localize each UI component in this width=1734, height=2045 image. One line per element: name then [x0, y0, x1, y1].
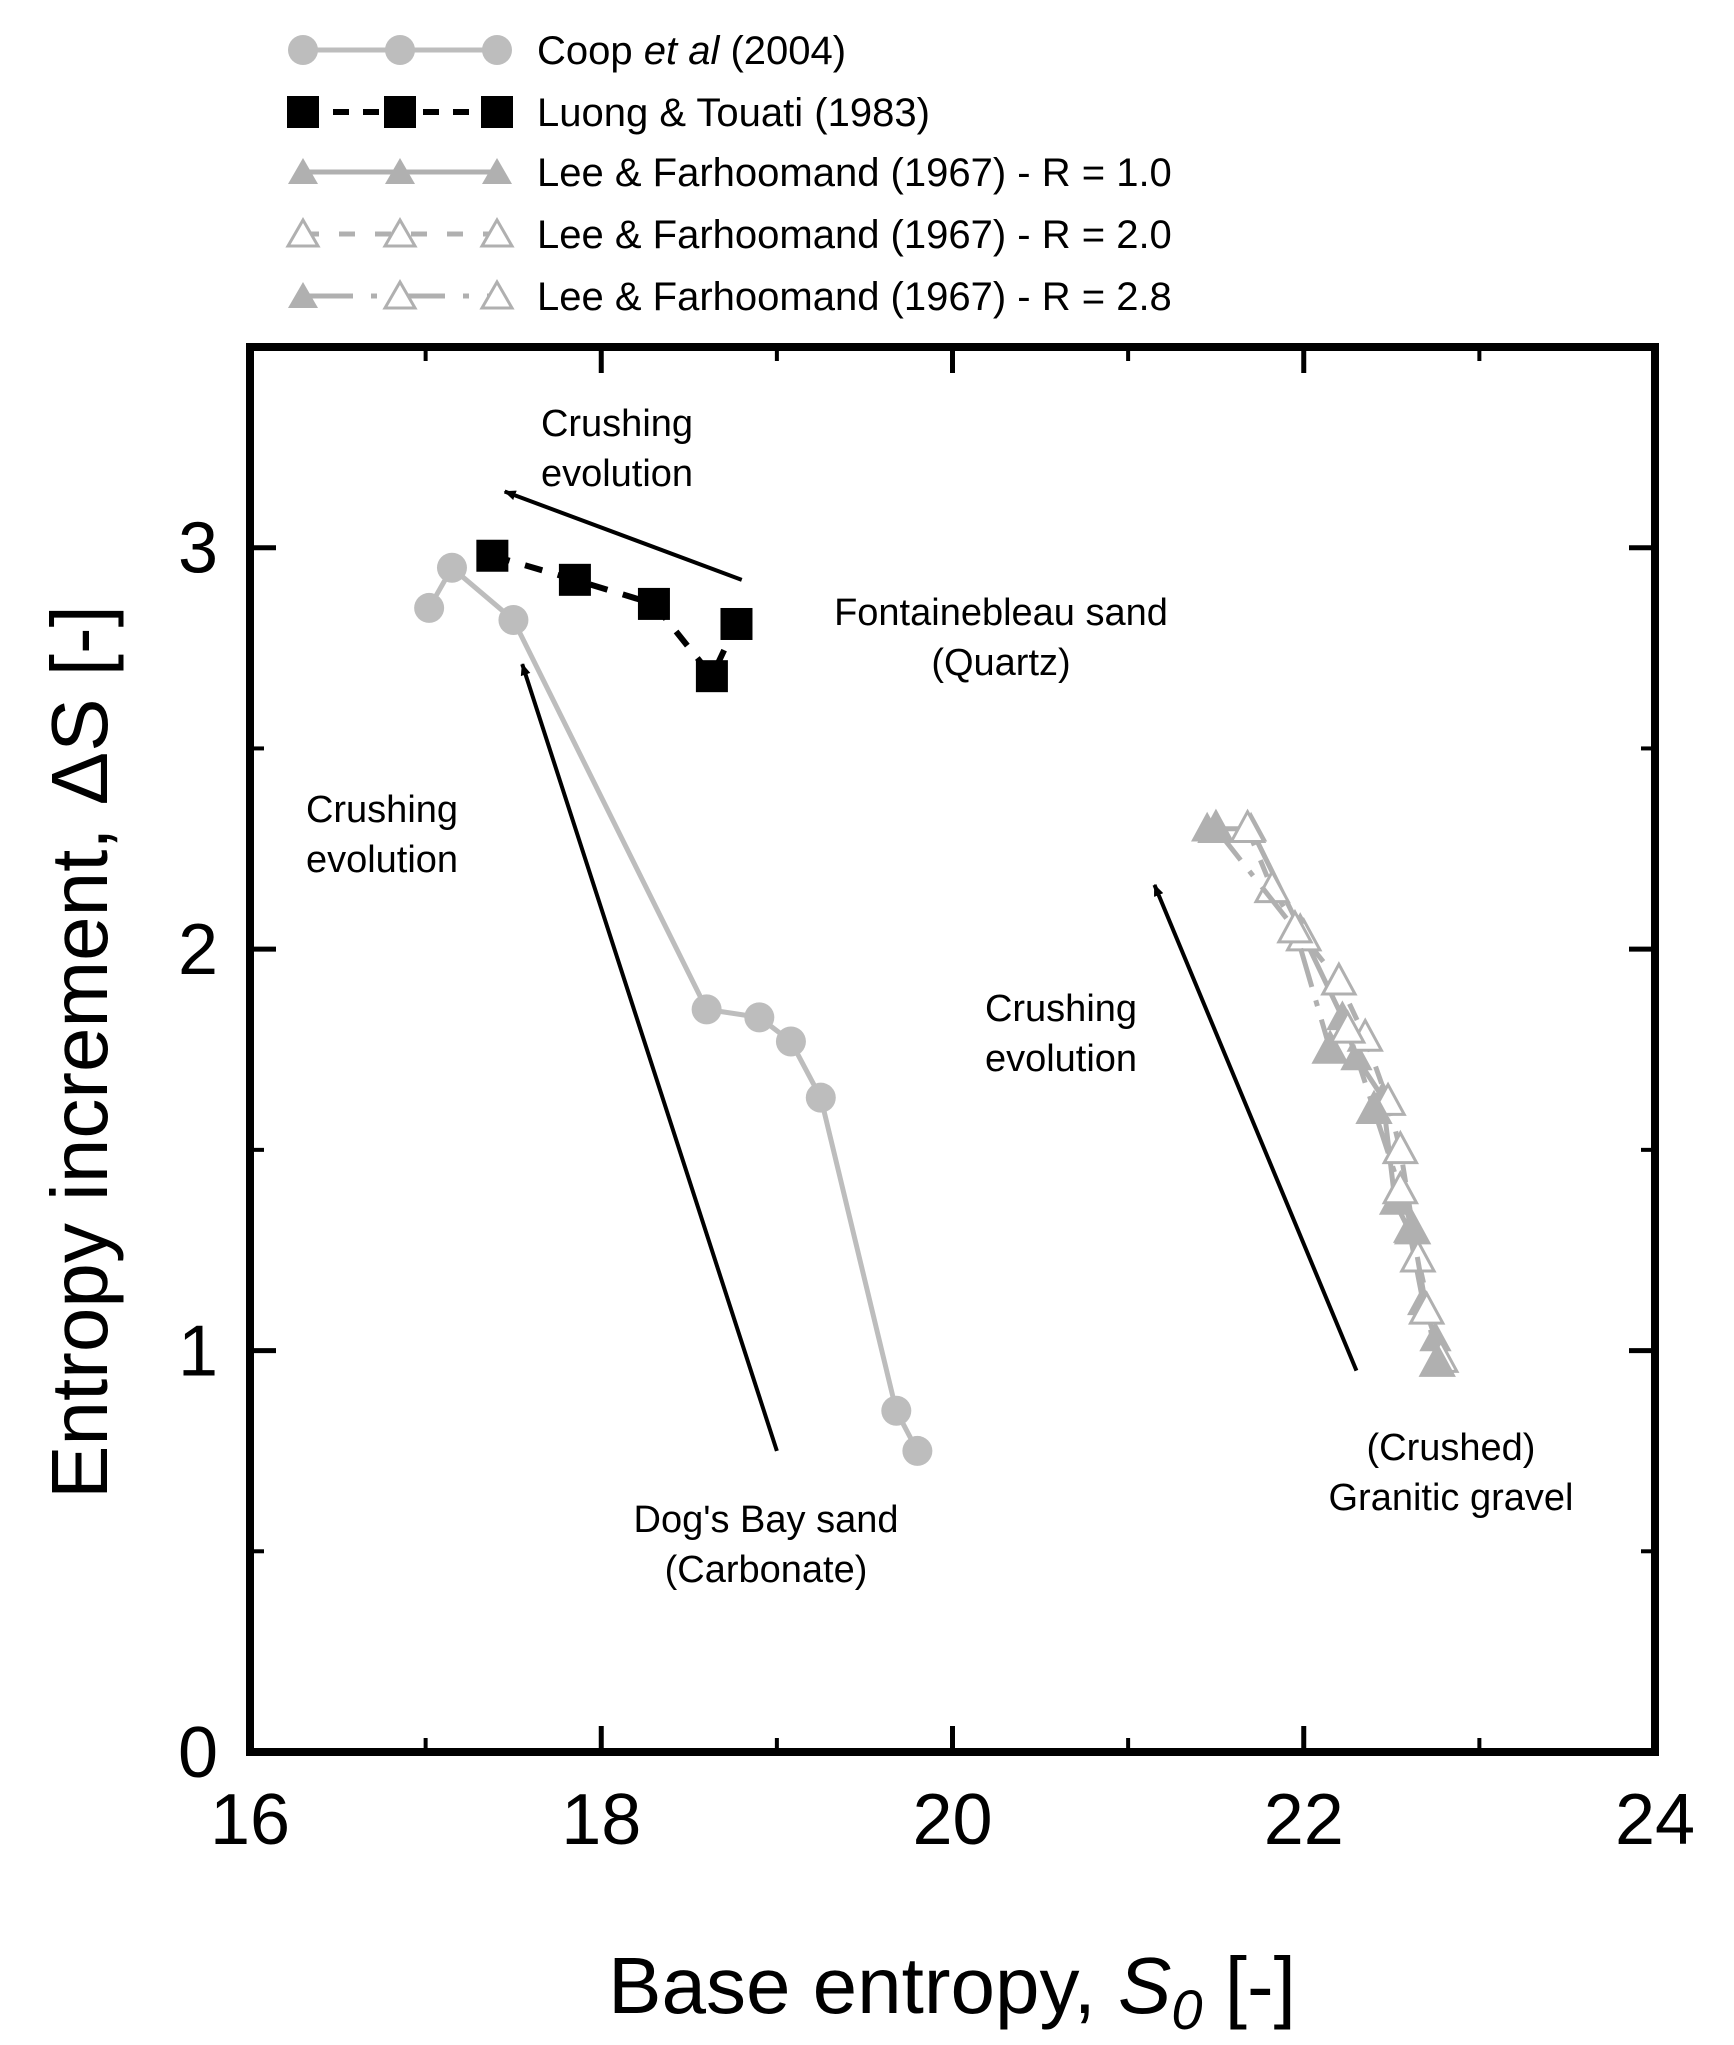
- annotation-carb-crush: Crushing evolution: [306, 789, 458, 881]
- legend-swatch-lee-r28: [288, 278, 515, 310]
- data-point: [1311, 1029, 1349, 1064]
- legend-item-lee-r2: Lee & Farhoomand (1967) - R = 2.0: [285, 213, 1172, 257]
- x-tick-label: 24: [1615, 1780, 1695, 1860]
- y-tick-label: 2: [178, 910, 218, 990]
- x-tick-label: 20: [912, 1780, 992, 1860]
- legend-label-luong: Luong & Touati (1983): [537, 91, 930, 135]
- legend-item-luong: Luong & Touati (1983): [287, 91, 930, 135]
- data-point: [805, 1082, 836, 1113]
- data-point: [775, 1026, 806, 1057]
- legend-label-lee-r2: Lee & Farhoomand (1967) - R = 2.0: [537, 213, 1172, 257]
- data-point: [1228, 808, 1267, 843]
- annotation-quartz-crush: Crushing evolution: [541, 403, 693, 495]
- x-tick-label: 22: [1264, 1780, 1344, 1860]
- series-layer: [414, 539, 1460, 1466]
- arrow-gran-crush: [1152, 883, 1359, 1372]
- legend-item-lee-r1: Lee & Farhoomand (1967) - R = 1.0: [288, 151, 1172, 195]
- tick-labels: 16 18 20 22 24 0 1 2 3: [178, 509, 1695, 1860]
- legend-label-coop: Coop et al (2004): [537, 29, 846, 73]
- data-point: [1328, 1009, 1367, 1044]
- data-point: [691, 994, 722, 1025]
- series-line: [1207, 826, 1438, 1340]
- annotation-gran-crush: Crushing evolution: [985, 988, 1137, 1080]
- arrow-carb-crush: [520, 663, 779, 1452]
- arrow-quartz-crush: [503, 489, 743, 582]
- annotation-dogs-bay: Dog's Bay sand (Carbonate): [634, 1499, 899, 1591]
- x-axis-title: Base entropy, S0 [-]: [608, 1941, 1296, 2041]
- data-point: [881, 1395, 912, 1426]
- data-point: [1381, 1169, 1420, 1205]
- annotation-granitic: (Crushed) Granitic gravel: [1329, 1427, 1574, 1519]
- legend-label-lee-r28: Lee & Farhoomand (1967) - R = 2.8: [537, 275, 1172, 319]
- legend: Coop et al (2004) Luong & Touati (1983) …: [285, 29, 1172, 319]
- x-tick-label: 18: [561, 1780, 641, 1860]
- legend-item-coop: Coop et al (2004): [288, 29, 846, 73]
- annotation-layer: Crushing evolution Crushing evolution Crushi…: [306, 403, 1574, 1591]
- data-point: [902, 1435, 933, 1466]
- data-point: [498, 604, 529, 635]
- series-line: [491, 552, 740, 680]
- axis-ticks: [247, 347, 1658, 1755]
- data-point: [744, 1002, 775, 1033]
- data-point: [637, 587, 670, 620]
- data-point: [695, 660, 728, 693]
- y-tick-label: 1: [178, 1312, 218, 1392]
- data-point: [1197, 808, 1235, 843]
- legend-swatch-lee-r1: [288, 158, 512, 184]
- series-1: [476, 539, 753, 693]
- legend-swatch-luong: [287, 96, 513, 128]
- y-tick-label: 0: [178, 1713, 218, 1793]
- data-point: [558, 563, 591, 596]
- data-point: [1418, 1342, 1456, 1377]
- series-line: [1213, 827, 1440, 1364]
- data-point: [720, 607, 753, 640]
- data-point: [1320, 961, 1358, 996]
- series-4: [1197, 808, 1456, 1377]
- series-line: [426, 565, 920, 1453]
- y-tick-label: 3: [178, 509, 218, 589]
- data-point: [1408, 1290, 1446, 1325]
- data-point: [414, 592, 445, 623]
- data-point: [1381, 1129, 1420, 1165]
- y-axis-title: Entropy increment, ΔS [-]: [35, 605, 124, 1499]
- data-point: [1276, 908, 1314, 944]
- x-tick-label: 16: [210, 1780, 290, 1860]
- data-point: [1355, 1089, 1393, 1124]
- data-point: [1393, 1209, 1432, 1245]
- data-point: [436, 552, 467, 583]
- legend-label-lee-r1: Lee & Farhoomand (1967) - R = 1.0: [537, 151, 1172, 195]
- legend-swatch-coop: [288, 35, 512, 65]
- annotation-fontainebleau: Fontainebleau sand (Quartz): [834, 592, 1168, 684]
- data-point: [476, 539, 509, 572]
- legend-swatch-lee-r2: [285, 216, 515, 248]
- legend-item-lee-r28: Lee & Farhoomand (1967) - R = 2.8: [288, 275, 1172, 319]
- series-0: [414, 552, 933, 1466]
